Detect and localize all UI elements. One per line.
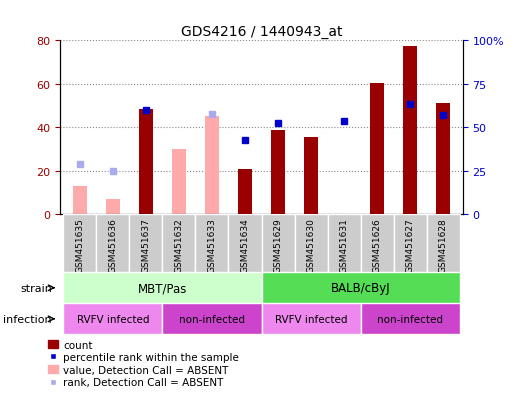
Bar: [304, 138, 317, 215]
Bar: [106, 199, 120, 215]
Text: BALB/cByJ: BALB/cByJ: [331, 282, 390, 294]
Text: GSM451634: GSM451634: [241, 218, 249, 272]
Text: GSM451631: GSM451631: [339, 218, 348, 273]
Bar: [96, 215, 130, 273]
Text: RVFV infected: RVFV infected: [275, 314, 347, 324]
Bar: [437, 104, 450, 215]
Bar: [294, 215, 327, 273]
Bar: [262, 215, 294, 273]
Bar: [139, 109, 153, 215]
Bar: [73, 187, 86, 215]
Bar: [403, 47, 417, 215]
Bar: [360, 304, 460, 335]
Text: GSM451626: GSM451626: [372, 218, 382, 272]
Bar: [196, 215, 229, 273]
Text: GSM451633: GSM451633: [208, 218, 217, 273]
Legend: count, percentile rank within the sample, value, Detection Call = ABSENT, rank, : count, percentile rank within the sample…: [48, 340, 240, 387]
Text: MBT/Pas: MBT/Pas: [138, 282, 187, 294]
Bar: [393, 215, 427, 273]
Bar: [238, 169, 252, 215]
Bar: [63, 273, 262, 304]
Bar: [229, 215, 262, 273]
Title: GDS4216 / 1440943_at: GDS4216 / 1440943_at: [181, 25, 342, 39]
Text: GSM451632: GSM451632: [175, 218, 184, 272]
Bar: [130, 215, 163, 273]
Text: GSM451637: GSM451637: [141, 218, 151, 273]
Text: non-infected: non-infected: [179, 314, 245, 324]
Bar: [63, 215, 96, 273]
Text: GSM451628: GSM451628: [439, 218, 448, 272]
Bar: [327, 215, 360, 273]
Bar: [360, 215, 393, 273]
Text: GSM451629: GSM451629: [274, 218, 282, 272]
Bar: [63, 304, 163, 335]
Bar: [262, 304, 360, 335]
Text: strain: strain: [20, 283, 52, 293]
Text: infection: infection: [4, 314, 52, 324]
Text: GSM451627: GSM451627: [405, 218, 415, 272]
Bar: [271, 130, 285, 215]
Bar: [427, 215, 460, 273]
Bar: [163, 215, 196, 273]
Text: non-infected: non-infected: [377, 314, 443, 324]
Bar: [370, 83, 384, 215]
Bar: [262, 273, 460, 304]
Bar: [173, 150, 186, 215]
Bar: [206, 117, 219, 215]
Text: GSM451635: GSM451635: [75, 218, 84, 273]
Text: GSM451630: GSM451630: [306, 218, 315, 273]
Bar: [163, 304, 262, 335]
Text: RVFV infected: RVFV infected: [77, 314, 149, 324]
Text: GSM451636: GSM451636: [108, 218, 118, 273]
